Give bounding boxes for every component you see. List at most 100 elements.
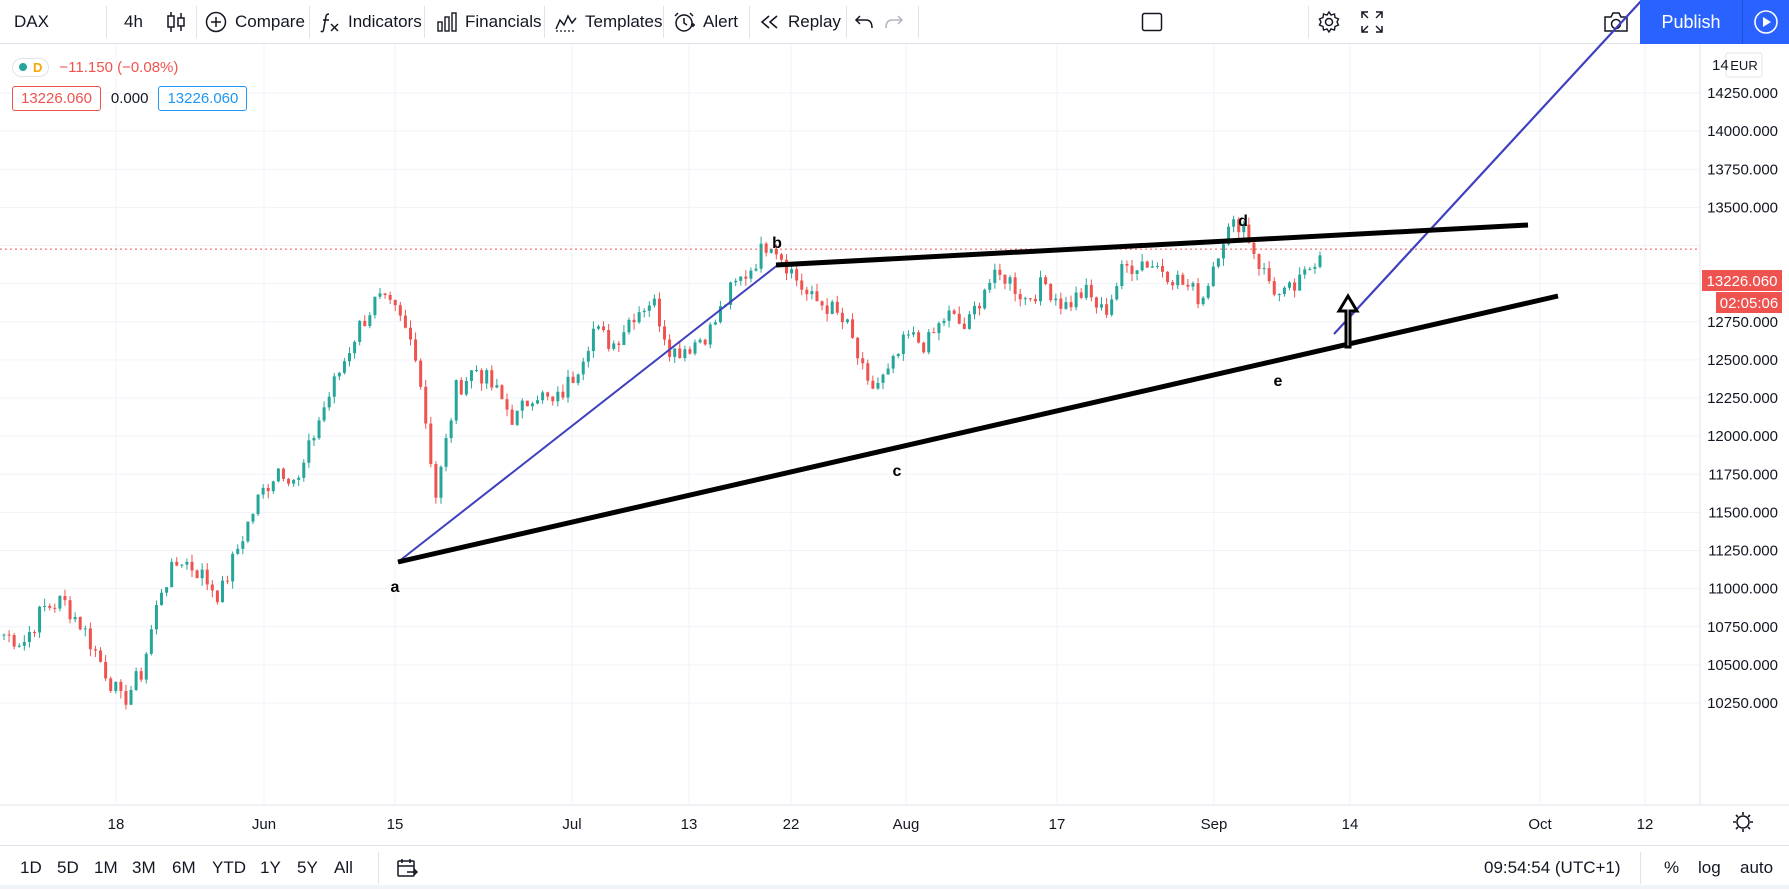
auto-label: auto [1740, 858, 1774, 877]
candle-body [139, 671, 143, 680]
time-tick-label: Sep [1201, 816, 1228, 833]
go-to-date-button[interactable] [396, 846, 418, 890]
candle-body [88, 628, 92, 650]
candle-body [154, 605, 158, 630]
range-button-5d[interactable]: 5D [57, 846, 79, 890]
candle-body [998, 269, 1002, 275]
undo-button[interactable] [854, 0, 874, 44]
candle-body [525, 400, 529, 407]
candle-body [266, 487, 270, 492]
symbol-label: DAX [14, 12, 49, 31]
financials-label: Financials [465, 12, 542, 31]
log-scale-toggle[interactable]: log [1698, 846, 1721, 890]
candle-body [332, 376, 336, 397]
candle-body [795, 269, 799, 281]
candle-body [1135, 270, 1139, 274]
candle-body [1267, 268, 1271, 282]
auto-scale-toggle[interactable]: auto [1740, 846, 1773, 890]
time-tick-label: Aug [893, 816, 920, 833]
alert-button[interactable]: Alert [673, 0, 738, 44]
candle-body [657, 298, 661, 327]
trendline-upper-black[interactable] [775, 222, 1529, 268]
toolbar-divider [918, 6, 919, 38]
price-chart[interactable]: a b c d e EUR 14 14250.000 14000.000 13750… [0, 0, 1789, 845]
candle-body [149, 629, 153, 654]
candle-body [342, 361, 346, 373]
toolbar-divider [544, 6, 545, 38]
candle-body [698, 339, 702, 343]
candle-body [693, 342, 697, 354]
currency-badge[interactable] [1725, 52, 1763, 78]
candle-body [541, 392, 545, 401]
candle-body [962, 323, 966, 329]
templates-button[interactable]: Templates [555, 0, 662, 44]
candle-body [68, 600, 72, 620]
market-status-badge[interactable]: D [12, 57, 50, 77]
financials-button[interactable]: Financials [437, 0, 542, 44]
time-tick-label: 14 [1342, 816, 1359, 833]
candle-body [1018, 294, 1022, 300]
timeframe-badge: D [33, 59, 43, 75]
candle-body [180, 564, 184, 566]
interval-label: 4h [124, 12, 143, 31]
candle-body [1262, 268, 1266, 270]
range-button-3m[interactable]: 3M [132, 846, 156, 890]
time-tick-label: 13 [681, 816, 698, 833]
range-button-all[interactable]: All [334, 846, 353, 890]
chart-style-button[interactable] [166, 0, 186, 44]
redo-button[interactable] [884, 0, 904, 44]
candle-body [469, 370, 473, 382]
candle-body [48, 606, 52, 608]
buy-price[interactable]: 13226.060 [158, 86, 248, 111]
indicators-button[interactable]: Indicators [320, 0, 422, 44]
fullscreen-button[interactable] [1360, 0, 1384, 44]
candle-body [419, 360, 423, 387]
interval-button[interactable]: 4h [124, 0, 143, 44]
clock-display[interactable]: 09:54:54 (UTC+1) [1484, 846, 1621, 890]
settings-button[interactable] [1317, 0, 1341, 44]
candle-body [1008, 277, 1012, 284]
range-button-ytd[interactable]: YTD [212, 846, 246, 890]
candle-body [1003, 274, 1007, 284]
range-button-1m[interactable]: 1M [94, 846, 118, 890]
percent-scale-toggle[interactable]: % [1664, 846, 1679, 890]
axis-settings-button[interactable] [1733, 812, 1753, 832]
range-label: 6M [172, 858, 196, 877]
layout-button[interactable] [1141, 0, 1163, 44]
range-button-1d[interactable]: 1D [20, 846, 42, 890]
publish-menu-button[interactable] [1742, 0, 1789, 44]
candle-body [754, 268, 758, 271]
candle-body [231, 553, 235, 582]
range-button-5y[interactable]: 5Y [297, 846, 318, 890]
toolbar-divider [1640, 852, 1641, 884]
price-tick-label: 10500.000 [1707, 657, 1778, 674]
time-tick-label: Oct [1528, 816, 1552, 833]
trendline-lower-black[interactable] [397, 293, 1559, 565]
candle-body [337, 372, 341, 377]
candle-body [917, 332, 921, 343]
candle-body [972, 305, 976, 315]
trendline-ab-blue[interactable] [397, 263, 780, 563]
log-label: log [1698, 858, 1721, 877]
candle-body [652, 298, 656, 306]
candle-body [43, 606, 47, 608]
replay-label: Replay [788, 12, 841, 31]
candle-body [383, 293, 387, 295]
candle-body [73, 616, 77, 620]
candle-body [993, 269, 997, 283]
range-label: 1D [20, 858, 42, 877]
publish-button[interactable]: Publish [1640, 0, 1742, 44]
candle-body [7, 634, 11, 636]
sell-price[interactable]: 13226.060 [12, 86, 101, 111]
symbol-search[interactable]: DAX [14, 0, 49, 44]
range-button-6m[interactable]: 6M [172, 846, 196, 890]
indicators-label: Indicators [348, 12, 422, 31]
candle-body [353, 341, 357, 354]
time-tick-label: Jul [562, 816, 581, 833]
trendline-breakout-blue[interactable] [1333, 0, 1643, 335]
currency-label: EUR [1730, 58, 1757, 73]
toolbar-divider [1308, 6, 1309, 38]
range-button-1y[interactable]: 1Y [260, 846, 281, 890]
replay-button[interactable]: Replay [760, 0, 841, 44]
compare-button[interactable]: Compare [205, 0, 305, 44]
